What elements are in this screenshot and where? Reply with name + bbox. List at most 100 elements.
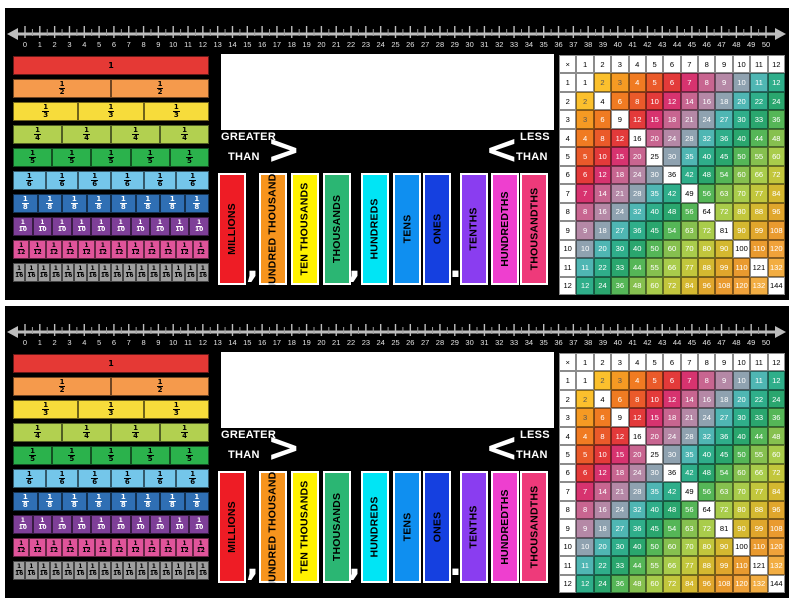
table-product-cell: 40 bbox=[645, 500, 664, 520]
number-line-label: 43 bbox=[658, 40, 666, 49]
table-product-cell: 110 bbox=[732, 258, 751, 277]
fraction-numerator: 1 bbox=[176, 517, 183, 525]
table-product-cell: 5 bbox=[576, 147, 594, 166]
fraction-numerator: 1 bbox=[40, 563, 47, 571]
fraction-denominator: 12 bbox=[147, 249, 156, 256]
greater-than-symbol: > bbox=[267, 425, 301, 471]
fraction-piece: 1 12 bbox=[192, 240, 209, 259]
table-product-cell: 9 bbox=[576, 221, 594, 240]
fraction-numerator: 1 bbox=[68, 149, 76, 158]
table-product-cell: 60 bbox=[645, 574, 664, 593]
fraction-piece: 1 16 bbox=[172, 561, 185, 580]
table-product-cell: 40 bbox=[732, 426, 751, 446]
place-value-ones: ONES bbox=[423, 173, 451, 285]
fraction-numerator: 1 bbox=[68, 447, 76, 456]
table-product-cell: 132 bbox=[750, 574, 768, 593]
table-header-cell: 10 bbox=[559, 239, 577, 259]
table-product-cell: 54 bbox=[663, 519, 681, 538]
fraction-numerator: 1 bbox=[21, 493, 29, 502]
less-than-label: LESS THAN bbox=[516, 429, 550, 461]
place-value-hundredths: HUNDREDTHS bbox=[491, 471, 519, 583]
place-value-tens: TENS bbox=[393, 173, 421, 285]
fraction-piece: 1 10 bbox=[130, 515, 151, 534]
fraction-denominator: 5 bbox=[30, 157, 36, 165]
place-value-label: TEN THOUSANDS bbox=[299, 480, 311, 574]
table-product-cell: 49 bbox=[680, 482, 699, 501]
table-product-cell: 10 bbox=[645, 389, 664, 409]
fraction-denominator: 8 bbox=[169, 501, 175, 509]
place-value-label: TENS bbox=[401, 512, 413, 542]
fraction-denominator: 16 bbox=[14, 272, 24, 279]
fraction-piece: 1 16 bbox=[111, 561, 124, 580]
fraction-denominator: 10 bbox=[18, 226, 27, 233]
table-product-cell: 70 bbox=[732, 184, 751, 203]
fraction-denominator: 3 bbox=[108, 409, 114, 417]
fraction-numerator: 1 bbox=[146, 149, 154, 158]
number-line-label: 36 bbox=[554, 338, 562, 347]
number-line-label: 22 bbox=[347, 338, 355, 347]
table-header-cell: 3 bbox=[559, 408, 577, 427]
table-product-cell: 108 bbox=[715, 276, 733, 295]
number-line-label: 28 bbox=[436, 40, 444, 49]
table-header-cell: 8 bbox=[698, 55, 716, 74]
number-line-label: 17 bbox=[273, 338, 281, 347]
fraction-denominator: 8 bbox=[96, 203, 102, 211]
table-product-cell: 35 bbox=[645, 184, 664, 203]
table-product-cell: 40 bbox=[732, 128, 751, 148]
table-product-cell: 4 bbox=[593, 389, 612, 409]
table-header-cell: 4 bbox=[559, 128, 577, 148]
fraction-numerator: 1 bbox=[175, 563, 182, 571]
fraction-piece: 1 16 bbox=[49, 263, 62, 282]
fraction-numerator: 1 bbox=[99, 242, 106, 250]
write-on-box[interactable] bbox=[221, 352, 554, 428]
fraction-numerator: 1 bbox=[101, 265, 108, 273]
fraction-numerator: 1 bbox=[83, 126, 90, 135]
write-on-box[interactable] bbox=[221, 54, 554, 130]
table-product-cell: 1 bbox=[576, 371, 594, 390]
table-product-cell: 32 bbox=[698, 128, 716, 148]
fraction-denominator: 10 bbox=[57, 226, 67, 233]
table-header-cell: 8 bbox=[559, 202, 577, 222]
fraction-numerator: 1 bbox=[34, 126, 41, 135]
table-product-cell: 21 bbox=[611, 184, 629, 203]
fraction-piece: 1 10 bbox=[52, 217, 72, 236]
place-value-label: THOUSANDS bbox=[331, 194, 343, 264]
greater-than-label: GREATER THAN bbox=[221, 429, 277, 461]
fraction-denominator: 4 bbox=[133, 432, 138, 440]
table-header-cell: 2 bbox=[559, 389, 577, 409]
table-product-cell: 80 bbox=[698, 239, 716, 259]
fraction-numerator: 1 bbox=[138, 563, 145, 571]
fraction-denominator: 6 bbox=[59, 478, 65, 486]
fraction-numerator: 1 bbox=[18, 242, 25, 250]
fraction-denominator: 10 bbox=[194, 524, 204, 531]
fraction-strip-1: 1 bbox=[13, 354, 209, 373]
chart-strip-bottom: 0 1 2 3 4 5 6 7 8 9 10 11 12 13 14 15 16 17 18 19 20 21 22 23 24… bbox=[5, 306, 789, 598]
table-product-cell: 60 bbox=[732, 165, 751, 185]
fraction-numerator: 1 bbox=[91, 470, 99, 479]
fraction-numerator: 1 bbox=[168, 195, 176, 204]
fraction-numerator: 1 bbox=[132, 242, 139, 250]
table-product-cell: 30 bbox=[732, 110, 751, 129]
table-product-cell: 10 bbox=[732, 371, 751, 390]
table-product-cell: 14 bbox=[680, 91, 699, 111]
table-header-cell: 8 bbox=[698, 353, 716, 372]
table-product-cell: 36 bbox=[663, 463, 681, 483]
fraction-piece: 1 10 bbox=[150, 217, 170, 236]
table-product-cell: 64 bbox=[698, 500, 716, 520]
fraction-denominator: 8 bbox=[145, 501, 151, 509]
place-value-hundreds: HUNDREDS bbox=[361, 471, 389, 583]
table-product-cell: 70 bbox=[732, 482, 751, 501]
table-product-cell: 6 bbox=[611, 91, 629, 111]
table-header-cell: 7 bbox=[680, 55, 699, 74]
fraction-numerator: 1 bbox=[89, 265, 96, 273]
number-line-label: 1 bbox=[38, 40, 42, 49]
table-product-cell: 70 bbox=[680, 239, 699, 259]
number-line-label: 12 bbox=[199, 40, 207, 49]
